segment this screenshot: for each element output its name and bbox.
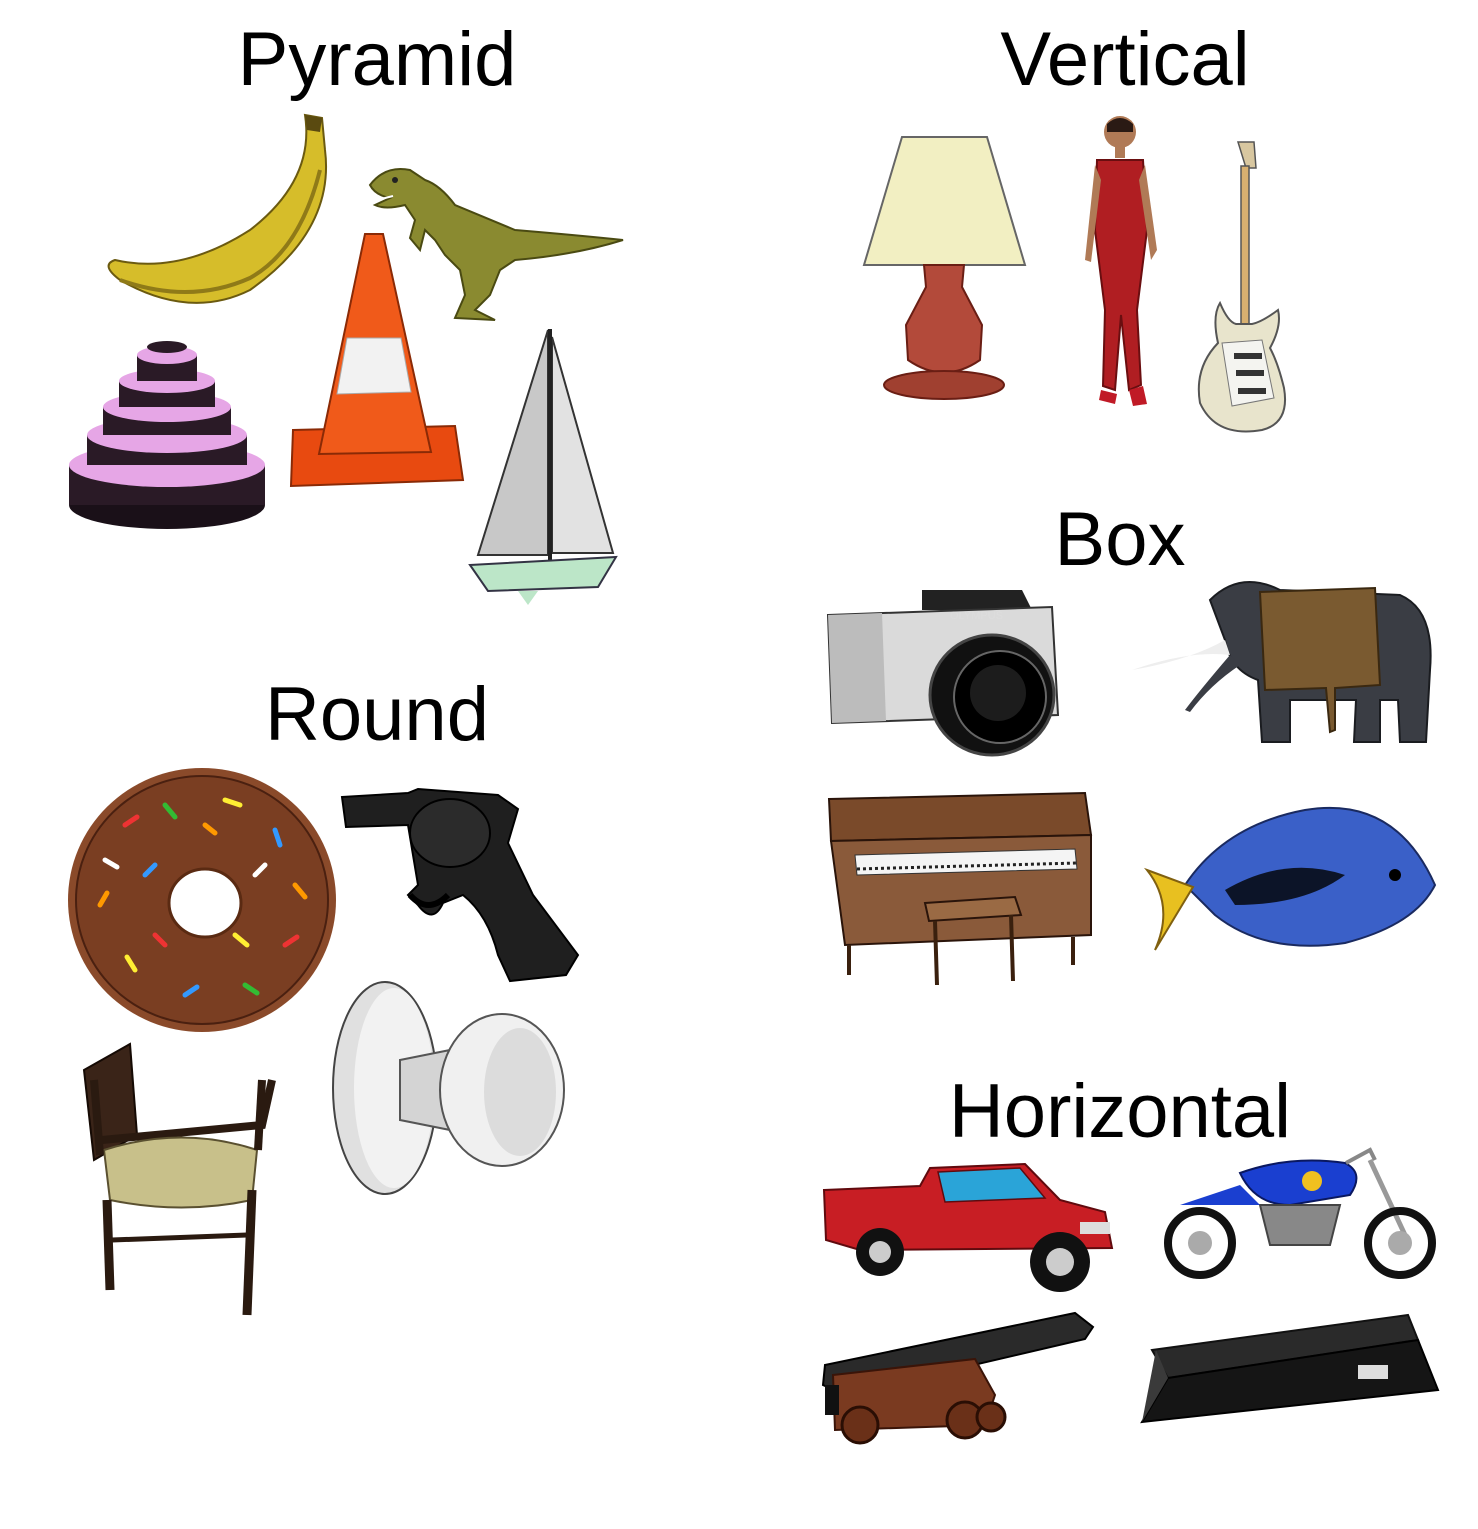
doorknob-icon bbox=[330, 980, 565, 1200]
camera-icon: OLYMPUS bbox=[822, 585, 1062, 760]
donut-icon bbox=[65, 765, 340, 1035]
pickup-truck-icon bbox=[820, 1160, 1115, 1295]
traffic-cone-icon bbox=[283, 230, 465, 492]
layer-cake-icon bbox=[65, 325, 270, 530]
group-title-round: Round bbox=[265, 672, 489, 757]
group-title-horizontal: Horizontal bbox=[948, 1069, 1292, 1154]
upright-piano-icon bbox=[825, 785, 1095, 995]
table-lamp-icon bbox=[862, 135, 1027, 400]
camera-brand-label: OLYMPUS bbox=[950, 610, 1003, 622]
motorcycle-icon bbox=[1160, 1145, 1436, 1280]
dinosaur-icon bbox=[365, 160, 625, 325]
elephant-icon bbox=[1130, 570, 1445, 750]
stapler-icon bbox=[1138, 1310, 1443, 1425]
cannon-icon bbox=[815, 1305, 1095, 1450]
standing-woman-icon bbox=[1075, 110, 1165, 410]
sailboat-icon bbox=[468, 325, 620, 605]
group-title-pyramid: Pyramid bbox=[237, 17, 517, 102]
group-title-box: Box bbox=[1054, 497, 1186, 582]
banana-icon bbox=[100, 110, 340, 310]
group-title-vertical: Vertical bbox=[1000, 17, 1250, 102]
electric-guitar-icon bbox=[1192, 138, 1292, 438]
armchair-icon bbox=[82, 1040, 277, 1320]
tropical-fish-icon bbox=[1143, 795, 1440, 960]
revolver-icon bbox=[338, 785, 583, 985]
